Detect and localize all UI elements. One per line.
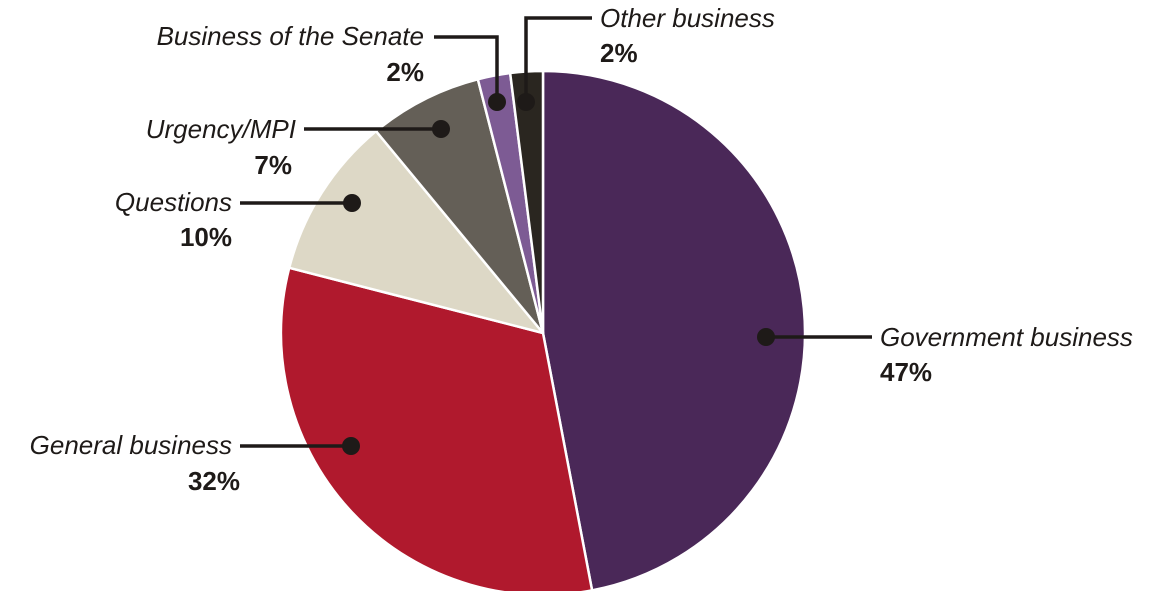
slice-label: Other business bbox=[600, 3, 775, 33]
leader-dot bbox=[488, 93, 506, 111]
leader-dot bbox=[757, 328, 775, 346]
slice-value-label: 10% bbox=[180, 222, 232, 252]
slice-label: General business bbox=[30, 430, 232, 460]
callout-urgency-mpi: Urgency/MPI 7% bbox=[146, 114, 450, 180]
callout-other-business: Other business 2% bbox=[517, 3, 775, 111]
leader-dot bbox=[342, 437, 360, 455]
pie-slice-government-business bbox=[541, 69, 807, 591]
callout-questions: Questions 10% bbox=[115, 187, 361, 252]
callout-general-business: General business 32% bbox=[30, 430, 360, 496]
leader-dot bbox=[517, 93, 535, 111]
callout-business-of-the-senate: Business of the Senate 2% bbox=[157, 21, 506, 111]
slice-value-label: 47% bbox=[880, 357, 932, 387]
pie-callouts: Government business 47% General business 32… bbox=[30, 3, 1133, 496]
slice-value-label: 2% bbox=[600, 38, 638, 68]
leader-line bbox=[524, 16, 592, 102]
leader-line bbox=[434, 35, 499, 102]
slice-value-label: 2% bbox=[386, 57, 424, 87]
slice-label: Business of the Senate bbox=[157, 21, 424, 51]
slice-label: Questions bbox=[115, 187, 232, 217]
slice-label: Urgency/MPI bbox=[146, 114, 296, 144]
slice-value-label: 7% bbox=[254, 150, 292, 180]
callout-government-business: Government business 47% bbox=[757, 322, 1133, 387]
pie-slice-questions bbox=[287, 129, 545, 335]
slice-label: Government business bbox=[880, 322, 1133, 352]
pie-slices bbox=[279, 69, 807, 591]
leader-dot bbox=[343, 194, 361, 212]
slice-value-label: 32% bbox=[188, 466, 240, 496]
leader-dot bbox=[432, 120, 450, 138]
pie-slice-general-business bbox=[279, 266, 594, 591]
